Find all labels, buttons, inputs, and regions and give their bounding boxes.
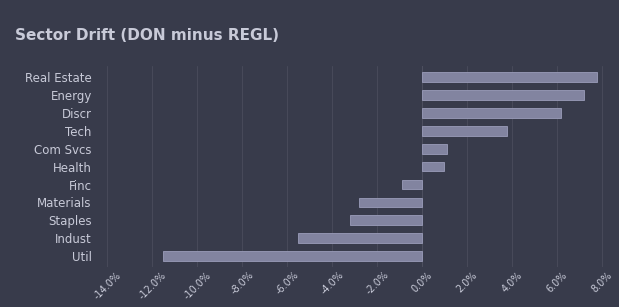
- Bar: [422, 90, 584, 100]
- Bar: [422, 108, 561, 118]
- Bar: [422, 126, 507, 136]
- Bar: [422, 144, 446, 154]
- Bar: [422, 161, 444, 172]
- Bar: [359, 197, 422, 208]
- Bar: [422, 72, 597, 82]
- Bar: [163, 251, 422, 261]
- Text: Sector Drift (DON minus REGL): Sector Drift (DON minus REGL): [15, 28, 279, 43]
- Bar: [298, 233, 422, 243]
- Bar: [350, 216, 422, 225]
- Bar: [402, 180, 422, 189]
